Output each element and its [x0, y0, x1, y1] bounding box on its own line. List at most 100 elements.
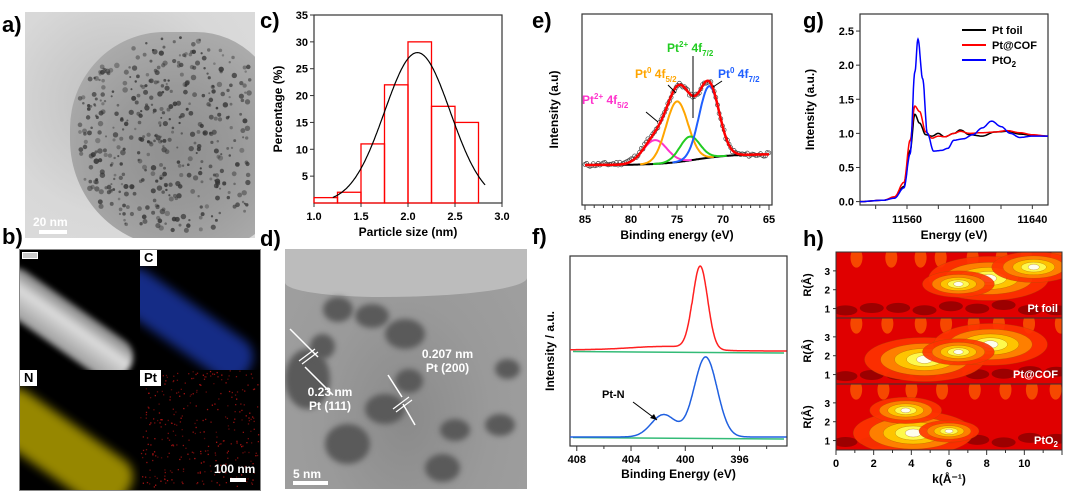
pt-signal-dot [213, 383, 215, 385]
pt-signal-dot [243, 404, 245, 406]
platinum-signal [140, 370, 260, 488]
nanoparticle-dot [137, 206, 142, 211]
pt-signal-dot [235, 476, 238, 478]
nanoparticle-dot [77, 122, 83, 128]
nanoparticle-dot [168, 182, 173, 187]
y-axis-label: Percentage (%) [271, 66, 285, 153]
pt-signal-dot [179, 458, 181, 461]
nanoparticle-dot [101, 78, 105, 83]
pt-signal-dot [161, 438, 163, 441]
scale-label-b: 100 nm [214, 462, 256, 476]
nanoparticle-dot [128, 66, 131, 69]
nanoparticle-dot [141, 178, 145, 182]
histogram-bar [336, 191, 362, 204]
nanoparticle-dot [129, 211, 134, 217]
pt-signal-dot [166, 376, 169, 379]
nanoparticle-dot [201, 93, 206, 98]
pt-signal-dot [227, 450, 230, 452]
nanoparticle-dot [88, 153, 94, 159]
nanoparticle-dot [134, 127, 137, 131]
nanoparticle-dot [124, 222, 129, 227]
nanoparticle-dot [161, 207, 166, 212]
panel-label-c: c) [260, 8, 280, 33]
map-tag-n: N [20, 370, 38, 386]
y-axis-label: Intensity (a.u.) [803, 69, 817, 150]
eds-mapping: C N Pt 100 nm [19, 249, 261, 491]
pt-signal-dot [195, 405, 197, 407]
pt-signal-dot [176, 372, 179, 375]
nanoparticle-dot [132, 191, 137, 196]
nanoparticle-dot [131, 95, 137, 101]
pt-signal-dot [218, 398, 220, 400]
x-tick-label: 400 [676, 454, 694, 466]
heatmap-ridge [1025, 384, 1038, 400]
carbon-map: C [140, 250, 260, 370]
heatmap-contour [953, 281, 964, 287]
nanoparticle [365, 394, 405, 424]
nanoparticle-dot [165, 188, 168, 192]
heatmap-contour [900, 407, 911, 413]
pt-signal-dot [160, 480, 162, 482]
y-axis-label: Intensity / a.u. [543, 311, 557, 391]
pt-signal-dot [196, 389, 198, 392]
nanoparticle-dot [141, 214, 147, 220]
pt-signal-dot [207, 449, 209, 452]
pt-signal-dot [171, 444, 173, 447]
nanoparticle-dot [245, 203, 249, 207]
nanoparticle-dot [233, 182, 236, 186]
x-axis-label: Binding Energy (eV) [621, 467, 736, 481]
pt-signal-dot [166, 479, 169, 482]
pt-signal-dot [171, 422, 173, 425]
x-tick-label: 2.0 [400, 211, 415, 223]
nanoparticle-dot [122, 80, 128, 86]
nanoparticle-dot [182, 53, 186, 57]
nanoparticle-dot [104, 135, 108, 138]
heatmap-subplot [836, 384, 1062, 450]
nanoparticle-dot [191, 49, 197, 55]
x-tick-label: 8 [984, 458, 990, 470]
heatmap-lowspot [1017, 366, 1042, 377]
pt-signal-dot [256, 406, 259, 408]
pt-signal-dot [188, 439, 190, 441]
pt-signal-dot [182, 482, 184, 485]
pt-signal-dot [235, 375, 238, 378]
pt-signal-dot [244, 390, 246, 392]
nanoparticle-dot [239, 81, 244, 86]
pt-signal-dot [150, 444, 152, 446]
nanoparticle-dot [237, 192, 243, 198]
nanoparticle-dot [106, 190, 111, 195]
nanoparticle-dot [210, 215, 214, 218]
pt-signal-dot [209, 465, 212, 467]
pt-signal-dot [204, 450, 207, 452]
nanoparticle-dot [188, 218, 191, 222]
pt-signal-dot [250, 460, 252, 462]
nanoparticle-dot [178, 121, 181, 125]
nanoparticle-dot [93, 76, 96, 80]
pt-signal-dot [180, 388, 182, 391]
nanoparticle-dot [206, 102, 211, 107]
platinum-map: Pt 100 nm [140, 370, 260, 490]
nanoparticle-dot [179, 36, 182, 40]
nanoparticle-dot [100, 109, 106, 115]
pt-signal-dot [231, 396, 233, 398]
pt-signal-dot [214, 452, 216, 454]
x-tick-label: 10 [1018, 458, 1030, 470]
pt-signal-dot [154, 422, 156, 424]
nanoparticle-dot [141, 84, 146, 90]
lattice-markers [289, 328, 416, 426]
nanoparticle-dot [119, 136, 124, 141]
pt-signal-dot [199, 431, 202, 434]
panel-label-d: d) [260, 226, 281, 251]
nanoparticle-dot [187, 156, 193, 162]
nanoparticle-dot [150, 171, 156, 177]
pt-signal-dot [194, 432, 196, 435]
nanoparticle-dot [231, 171, 237, 177]
heatmap-lowspot [1044, 366, 1062, 377]
nanoparticle-dot [83, 132, 87, 136]
heatmap-ridge [914, 252, 927, 268]
plot-frame [569, 255, 788, 447]
pt-signal-dot [168, 439, 171, 441]
pt-signal-dot [146, 481, 149, 484]
nanoparticle-dot [118, 175, 123, 181]
nanoparticle-dot [159, 208, 166, 215]
